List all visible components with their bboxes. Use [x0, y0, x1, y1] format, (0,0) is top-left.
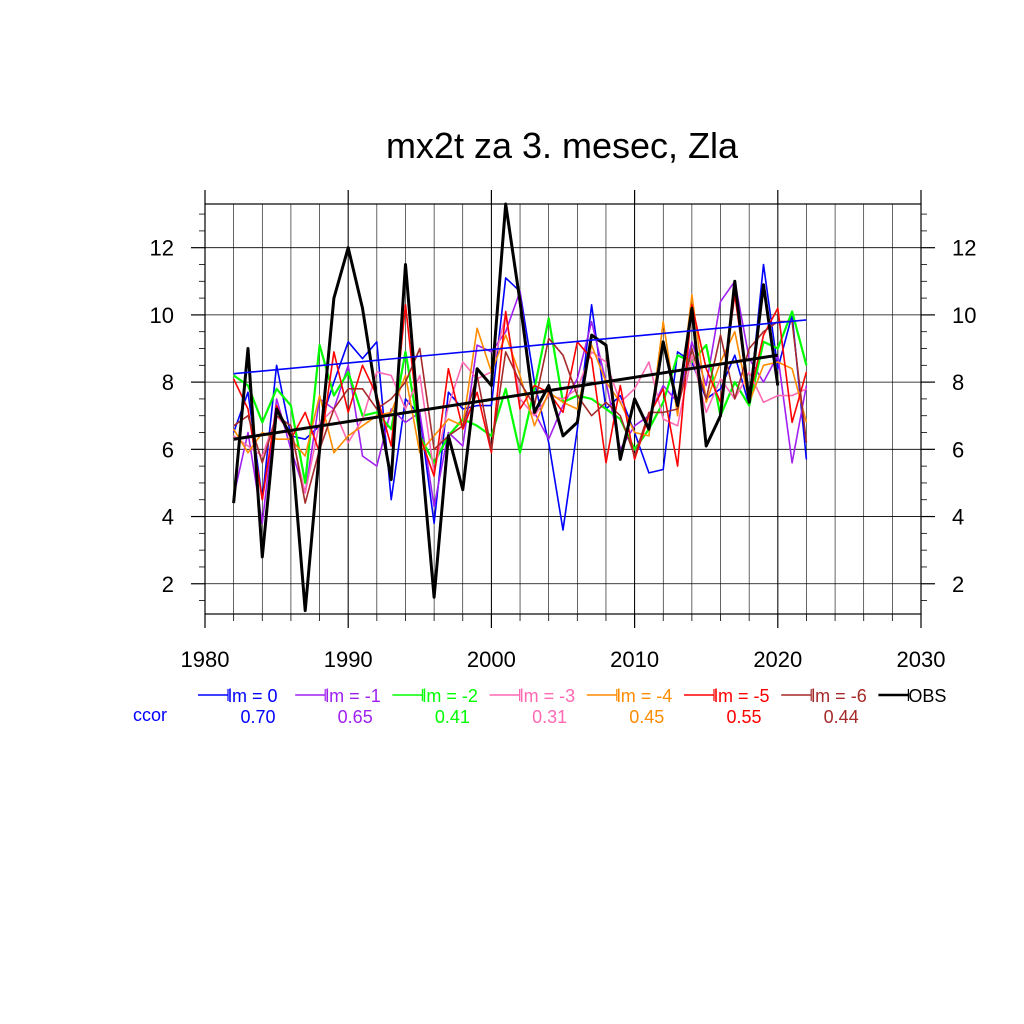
y-tick-label-left: 2 [162, 572, 174, 597]
x-tick-label: 1990 [324, 647, 373, 672]
legend-ccor-value: 0.44 [824, 707, 859, 727]
x-tick-label: 2030 [897, 647, 946, 672]
y-tick-label-left: 10 [150, 303, 174, 328]
y-tick-label-right: 8 [952, 370, 964, 395]
legend-label: lm = -1 [325, 686, 381, 706]
trend-layer [233, 319, 807, 441]
y-tick-label-right: 12 [952, 236, 976, 261]
legend-ccor-value: 0.65 [338, 707, 373, 727]
x-tick-label: 2010 [610, 647, 659, 672]
y-tick-label-left: 4 [162, 505, 174, 530]
legend-label: lm = -2 [422, 686, 478, 706]
series-line-lm-4 [232, 293, 808, 457]
legend-label: lm = -6 [811, 686, 867, 706]
legend-ccor-value: 0.31 [532, 707, 567, 727]
trend-line-1 [233, 353, 779, 441]
ccor-label: ccor [133, 705, 167, 725]
y-tick-label-right: 2 [952, 572, 964, 597]
axes: 1980 1990 2000 2010 2020 2030 2 2 4 4 6 6 8 8 10 10 12 12 [150, 190, 976, 672]
y-tick-label-left: 8 [162, 370, 174, 395]
chart-title: mx2t za 3. mesec, Zla [386, 125, 739, 166]
legend-ccor-value: 0.55 [726, 707, 761, 727]
y-tick-label-right: 4 [952, 505, 964, 530]
y-tick-label-left: 6 [162, 437, 174, 462]
legend-label: OBS [908, 686, 946, 706]
legend-ccor-value: 0.45 [629, 707, 664, 727]
legend-label: lm = 0 [228, 686, 278, 706]
x-tick-label: 2020 [753, 647, 802, 672]
legend-ccor-value: 0.70 [240, 707, 275, 727]
grid [204, 204, 922, 614]
legend-ccor-value: 0.41 [435, 707, 470, 727]
series-line-lm-2 [232, 310, 808, 484]
x-tick-label: 1980 [181, 647, 230, 672]
legend-label: lm = -4 [617, 686, 673, 706]
x-tick-label: 2000 [467, 647, 516, 672]
series-line-lm-3 [233, 314, 807, 494]
y-tick-label-right: 6 [952, 437, 964, 462]
series-line-lm-6 [233, 320, 808, 504]
series-line-obs [232, 202, 780, 613]
y-tick-label-left: 12 [150, 236, 174, 261]
plot-frame [204, 203, 922, 615]
legend-label: lm = -3 [520, 686, 576, 706]
legend-label: lm = -5 [714, 686, 770, 706]
trend-line-0 [233, 319, 807, 375]
y-tick-label-right: 10 [952, 303, 976, 328]
